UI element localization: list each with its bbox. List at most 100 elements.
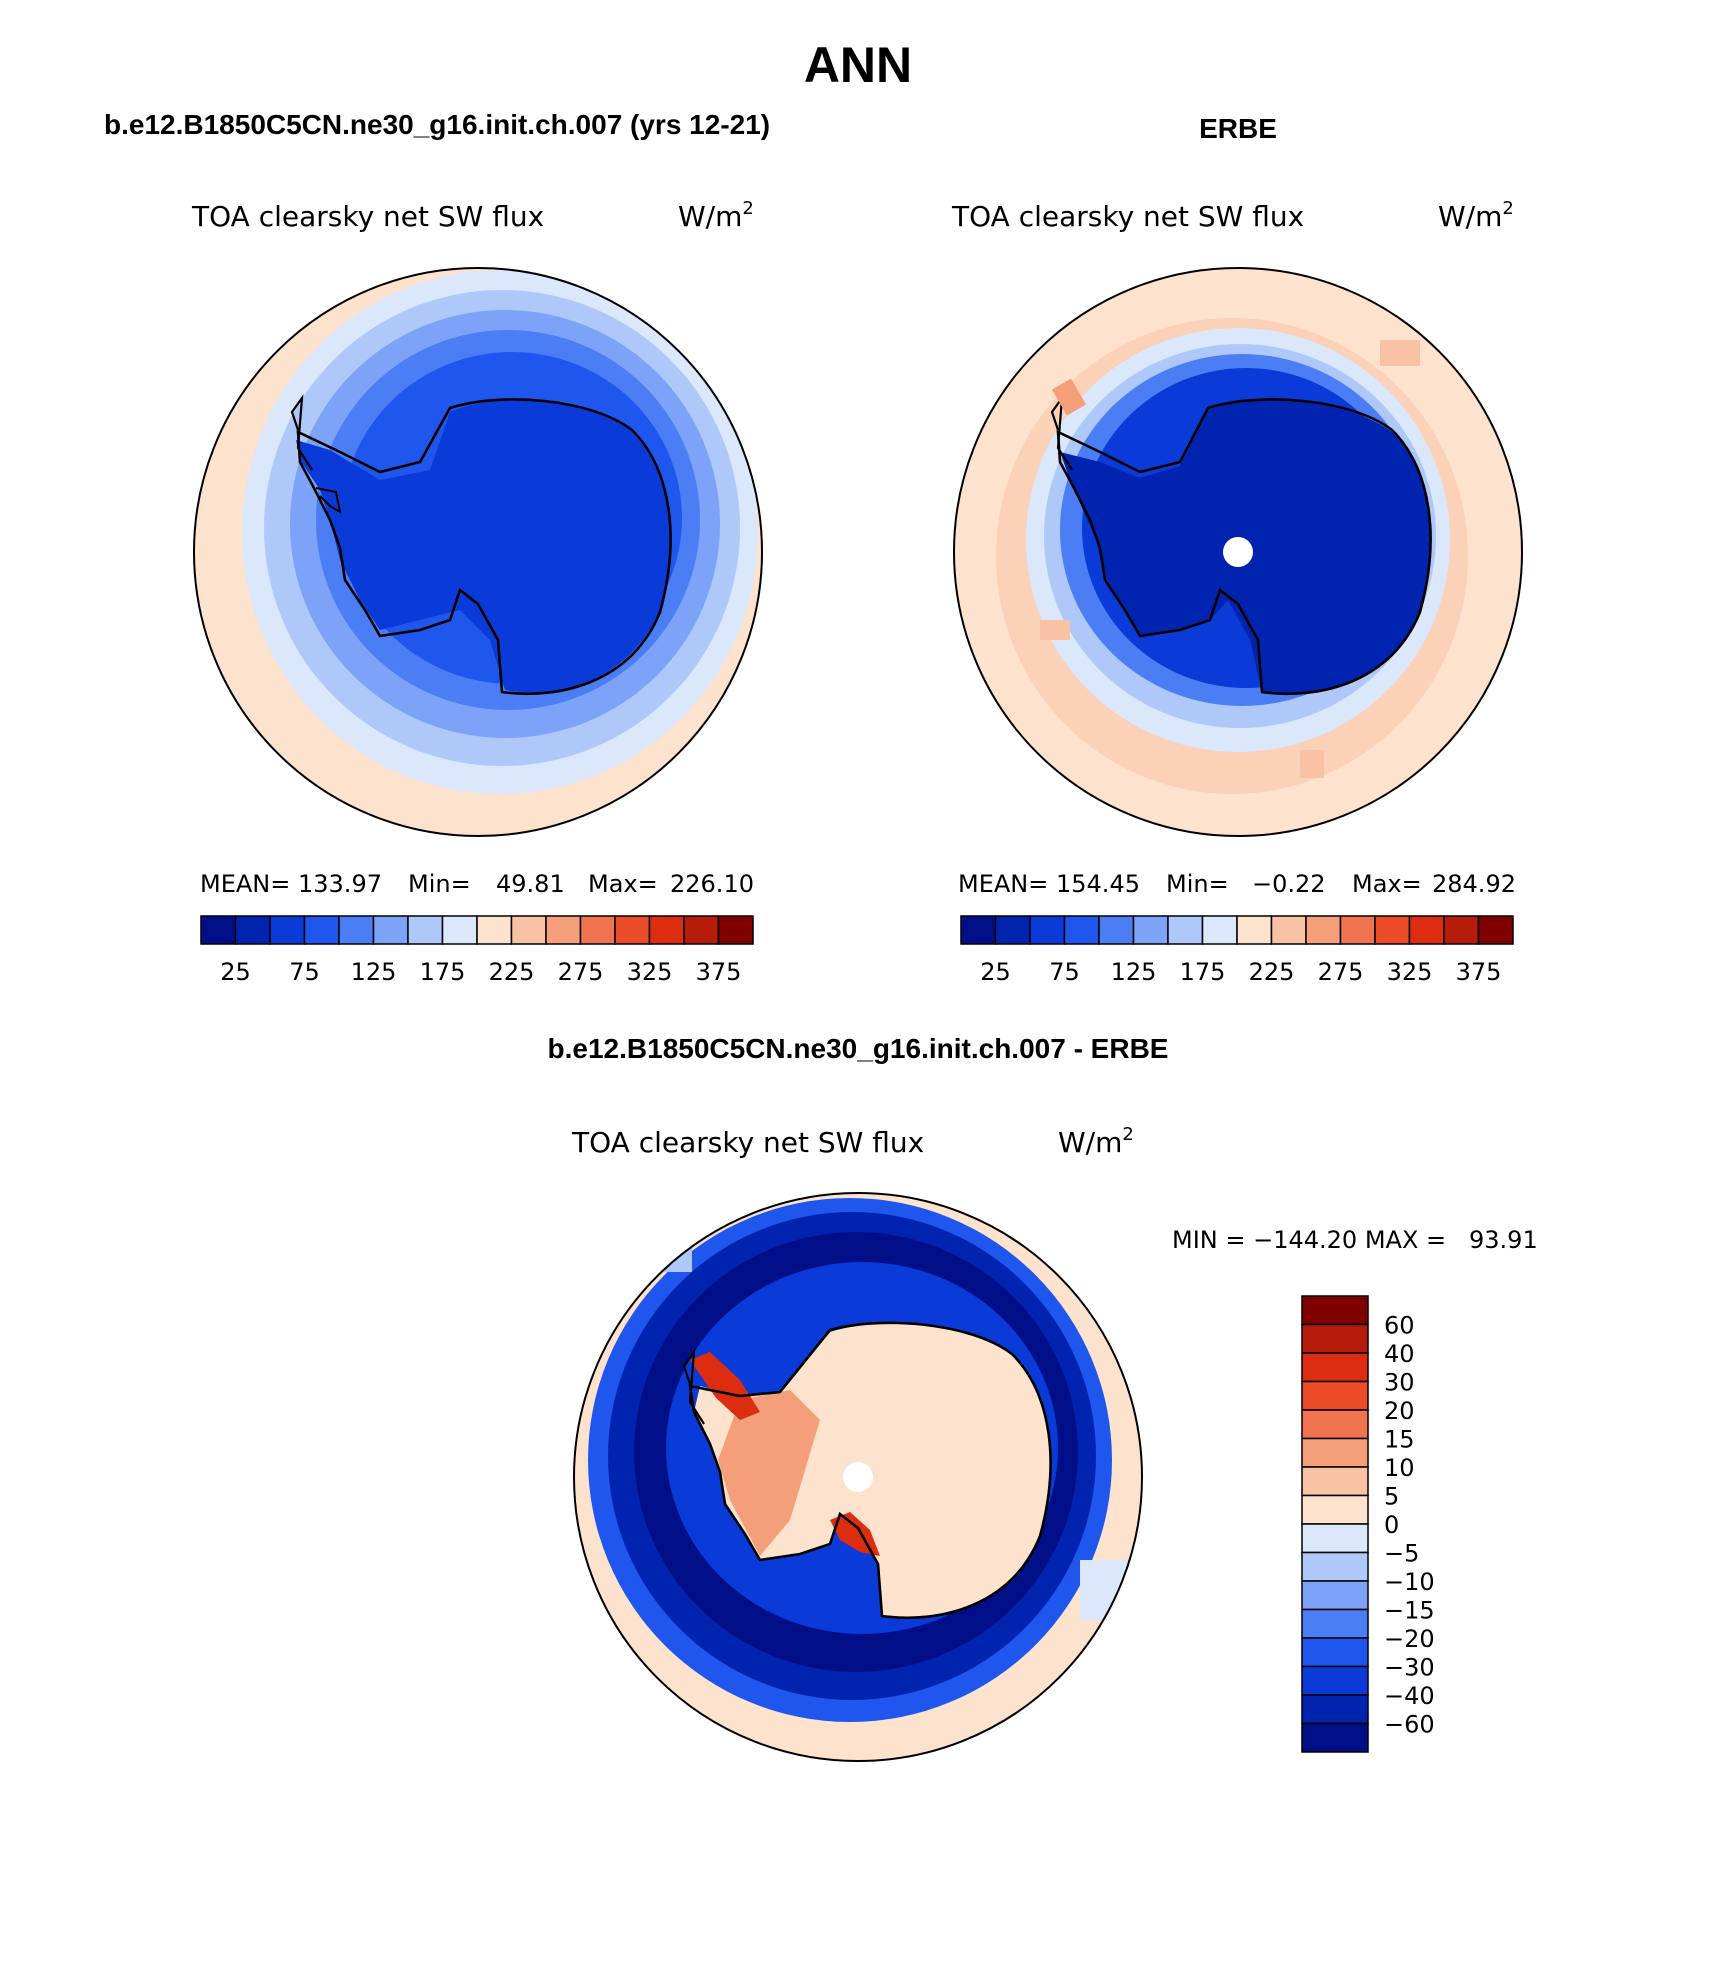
- obs-colorbar: [960, 915, 1514, 945]
- diff-colorbar-swatch: [1301, 1722, 1369, 1753]
- obs-colorbar-tick-label: 75: [1049, 958, 1080, 986]
- diff-min-max: MIN = −144.20 MAX = 93.91: [1172, 1226, 1538, 1254]
- obs-colorbar-tick-label: 375: [1456, 958, 1502, 986]
- diff-colorbar-label: −40: [1384, 1682, 1435, 1710]
- diff-colorbar-label: −15: [1384, 1597, 1435, 1625]
- obs-colorbar-swatch: [1270, 915, 1307, 945]
- model-colorbar-swatch: [648, 915, 685, 945]
- model-colorbar: [200, 915, 754, 945]
- diff-colorbar-swatch: [1301, 1637, 1369, 1668]
- model-colorbar-tick-label: 225: [489, 958, 535, 986]
- model-colorbar-swatch: [269, 915, 306, 945]
- diff-colorbar-swatch: [1301, 1409, 1369, 1440]
- model-colorbar-swatch: [545, 915, 582, 945]
- diff-colorbar-label: −60: [1384, 1711, 1435, 1739]
- model-colorbar-swatch: [683, 915, 720, 945]
- obs-colorbar-tick-label: 25: [980, 958, 1011, 986]
- diff-colorbar-swatch: [1301, 1523, 1369, 1554]
- model-colorbar-swatch: [717, 915, 754, 945]
- model-colorbar-tick-label: 325: [627, 958, 673, 986]
- obs-pole-hole: [1223, 537, 1253, 567]
- diff-panel: b.e12.B1850C5CN.ne30_g16.init.ch.007 - E…: [548, 1033, 1538, 1762]
- obs-colorbar-tick-label: 125: [1111, 958, 1157, 986]
- diff-map-border: [573, 1192, 1143, 1762]
- model-colorbar-tick-label: 175: [420, 958, 466, 986]
- model-colorbar-swatch: [579, 915, 616, 945]
- diff-colorbar-label: 60: [1384, 1312, 1415, 1340]
- model-colorbar-tick-label: 275: [558, 958, 604, 986]
- diff-colorbar-swatch: [1301, 1352, 1369, 1383]
- diff-variable-label: TOA clearsky net SW flux: [571, 1126, 924, 1159]
- obs-colorbar-swatch: [1201, 915, 1238, 945]
- obs-case-title: ERBE: [1199, 113, 1277, 144]
- obs-colorbar-ticks: 25 75 125 175 225 275 325 375: [980, 958, 1501, 986]
- obs-colorbar-tick-label: 325: [1387, 958, 1433, 986]
- obs-colorbar-swatch: [1167, 915, 1204, 945]
- obs-colorbar-tick-label: 275: [1318, 958, 1364, 986]
- obs-colorbar-tick-label: 225: [1249, 958, 1295, 986]
- model-colorbar-swatch: [234, 915, 271, 945]
- obs-map: [954, 268, 1522, 836]
- diff-colorbar-label: 30: [1384, 1369, 1415, 1397]
- obs-colorbar-swatch: [1374, 915, 1411, 945]
- diff-colorbar-label: −20: [1384, 1625, 1435, 1653]
- diff-colorbar-label: 0: [1384, 1511, 1399, 1539]
- obs-variable-label: TOA clearsky net SW flux: [951, 200, 1304, 233]
- diff-colorbar-swatch: [1301, 1608, 1369, 1639]
- model-colorbar-swatch: [476, 915, 513, 945]
- model-case-title: b.e12.B1850C5CN.ne30_g16.init.ch.007 (yr…: [104, 109, 770, 140]
- model-colorbar-tick-label: 125: [351, 958, 397, 986]
- obs-colorbar-swatch: [1408, 915, 1445, 945]
- obs-stats: MEAN= 154.45 Min= −0.22 Max= 284.92: [958, 870, 1516, 898]
- model-colorbar-swatch: [200, 915, 237, 945]
- diff-title: b.e12.B1850C5CN.ne30_g16.init.ch.007 - E…: [548, 1033, 1169, 1064]
- diff-colorbar-swatch: [1301, 1694, 1369, 1725]
- obs-panel: ERBE TOA clearsky net SW flux W/m2 MEAN=…: [951, 113, 1523, 986]
- diff-colorbar-label: −5: [1384, 1540, 1419, 1568]
- diff-colorbar-swatch: [1301, 1466, 1369, 1497]
- diff-colorbar-swatch: [1301, 1580, 1369, 1611]
- model-colorbar-swatch: [614, 915, 651, 945]
- diff-colorbar-swatch: [1301, 1551, 1369, 1582]
- model-colorbar-swatch: [441, 915, 478, 945]
- diff-colorbar-label: 15: [1384, 1426, 1415, 1454]
- model-colorbar-ticks: 25 75 125 175 225 275 325 375: [220, 958, 741, 986]
- model-colorbar-tick-label: 75: [289, 958, 320, 986]
- obs-colorbar-swatch: [1132, 915, 1169, 945]
- diff-colorbar-swatch: [1301, 1295, 1369, 1326]
- model-colorbar-tick-label: 25: [220, 958, 251, 986]
- obs-colorbar-tick-label: 175: [1180, 958, 1226, 986]
- diff-colorbar-swatch: [1301, 1494, 1369, 1525]
- diff-map: [574, 1193, 1142, 1761]
- diff-colorbar: [1301, 1295, 1369, 1753]
- obs-colorbar-swatch: [1339, 915, 1376, 945]
- obs-units-label: W/m2: [1438, 198, 1514, 233]
- obs-colorbar-swatch: [1443, 915, 1480, 945]
- obs-colorbar-swatch: [1063, 915, 1100, 945]
- model-panel: b.e12.B1850C5CN.ne30_g16.init.ch.007 (yr…: [104, 109, 770, 986]
- model-colorbar-swatch: [338, 915, 375, 945]
- obs-colorbar-swatch: [1098, 915, 1135, 945]
- diff-colorbar-label: 10: [1384, 1454, 1415, 1482]
- obs-map-border: [953, 267, 1523, 837]
- diff-units-label: W/m2: [1058, 1124, 1134, 1159]
- model-colorbar-tick-label: 375: [696, 958, 742, 986]
- diff-colorbar-swatch: [1301, 1437, 1369, 1468]
- obs-colorbar-swatch: [1029, 915, 1066, 945]
- obs-colorbar-swatch: [1305, 915, 1342, 945]
- model-map: [194, 268, 762, 836]
- model-stats: MEAN= 133.97 Min= 49.81 Max= 226.10: [200, 870, 754, 898]
- model-colorbar-swatch: [303, 915, 340, 945]
- diff-colorbar-label: −30: [1384, 1654, 1435, 1682]
- diff-colorbar-label: −10: [1384, 1568, 1435, 1596]
- model-map-border: [193, 267, 763, 837]
- model-variable-label: TOA clearsky net SW flux: [191, 200, 544, 233]
- obs-colorbar-swatch: [960, 915, 997, 945]
- diff-pole-hole: [843, 1462, 873, 1492]
- model-colorbar-swatch: [407, 915, 444, 945]
- model-units-label: W/m2: [678, 198, 754, 233]
- season-title: ANN: [804, 37, 912, 93]
- diff-colorbar-swatch: [1301, 1323, 1369, 1354]
